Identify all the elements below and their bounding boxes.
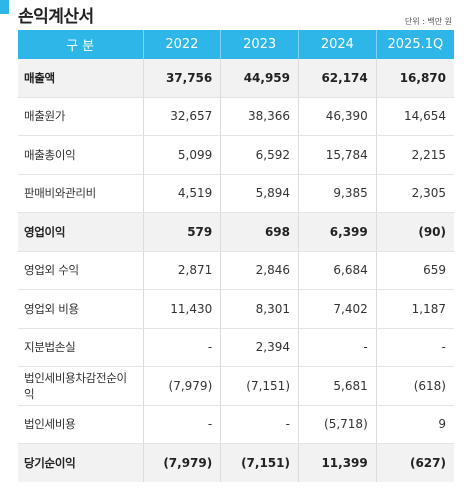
table-cell: 698 <box>220 212 299 252</box>
title-accent-bar <box>0 0 9 14</box>
table-cell: 6,684 <box>298 251 377 290</box>
table-cell: (618) <box>375 366 454 406</box>
table-cell: 14,654 <box>375 97 454 136</box>
page-title: 손익계산서 <box>18 7 94 27</box>
table-row: 매출총이익 5,099 6,592 15,784 2,215 <box>18 135 454 175</box>
column-header-2025-1q: 2025.1Q <box>375 30 454 59</box>
table-row: 매출액 37,756 44,959 62,174 16,870 <box>18 59 454 98</box>
table-cell: 38,366 <box>220 97 299 136</box>
table-cell: (90) <box>375 212 454 252</box>
table-cell: (7,979) <box>142 366 221 406</box>
table-cell: 1,187 <box>375 289 454 329</box>
table-cell: - <box>375 328 454 367</box>
table-row: 매출원가 32,657 38,366 46,390 14,654 <box>18 97 454 136</box>
row-label: 지분법손실 <box>18 328 143 367</box>
column-header-category: 구 분 <box>18 30 143 59</box>
table-row: 지분법손실 -2,394- - <box>18 328 454 367</box>
column-header-2024: 2024 <box>298 30 377 59</box>
table-cell: 6,399 <box>298 212 377 252</box>
table-cell: 579 <box>142 212 221 252</box>
table-cell: 2,871 <box>142 251 221 290</box>
table-cell: 15,784 <box>298 135 377 175</box>
table-row: 법인세비용차감전순이익 (7,979) (7,151) 5,681 (618) <box>18 366 454 406</box>
table-cell: - <box>142 405 221 444</box>
table-cell: 62,174 <box>298 59 377 98</box>
table-row: 영업이익 579 698 6,399 (90) <box>18 212 454 252</box>
row-label: 영업외 비용 <box>18 289 143 329</box>
table-row: 영업외 비용 11,430 8,301 7,402 1,187 <box>18 289 454 329</box>
table-cell: 4,519 <box>142 174 221 213</box>
table-cell: (5,718) <box>298 405 377 444</box>
table-cell: 6,592 <box>220 135 299 175</box>
table-cell: (7,979) <box>142 443 221 482</box>
table-cell: 46,390 <box>298 97 377 136</box>
table-cell: 11,430 <box>142 289 221 329</box>
row-label: 당기순이익 <box>18 443 143 482</box>
table-cell: 8,301 <box>220 289 299 329</box>
row-label: 영업외 수익 <box>18 251 143 290</box>
row-label: 법인세비용 <box>18 405 143 444</box>
table-cell: 44,959 <box>220 59 299 98</box>
table-cell: 2,215 <box>375 135 454 175</box>
table-cell: 2,846 <box>220 251 299 290</box>
table-cell: 11,399 <box>298 443 377 482</box>
table-cell: - <box>220 405 299 444</box>
table-cell: 32,657 <box>142 97 221 136</box>
table-row: 당기순이익 (7,979) (7,151) 11,399 (627) <box>18 443 454 482</box>
table-cell: 2,305 <box>375 174 454 213</box>
table-cell: 9,385 <box>298 174 377 213</box>
unit-label: 단위 : 백만 원 <box>404 17 452 26</box>
row-label: 매출총이익 <box>18 135 143 175</box>
table-cell: 7,402 <box>298 289 377 329</box>
row-label: 판매비와관리비 <box>18 174 143 213</box>
table-cell: - <box>298 328 377 367</box>
table-cell: 16,870 <box>375 59 454 98</box>
table-cell: (627) <box>375 443 454 482</box>
row-label: 법인세비용차감전순이익 <box>18 366 143 406</box>
table-cell: 2,394 <box>220 328 299 367</box>
table-header-row: 구 분 2022 2023 2024 2025.1Q <box>18 30 454 59</box>
column-header-2023: 2023 <box>220 30 299 59</box>
income-statement-table: 구 분 2022 2023 2024 2025.1Q 매출액 37,756 44,9… <box>18 30 454 482</box>
table-cell: (7,151) <box>220 443 299 482</box>
table-row: 영업외 수익 2,871 2,846 6,684 659 <box>18 251 454 290</box>
row-label: 영업이익 <box>18 212 143 252</box>
table-cell: 9 <box>375 405 454 444</box>
table-cell: 37,756 <box>142 59 221 98</box>
row-label: 매출원가 <box>18 97 143 136</box>
table-cell: 659 <box>375 251 454 290</box>
table-cell: 5,099 <box>142 135 221 175</box>
table-cell: 5,894 <box>220 174 299 213</box>
table-cell: (7,151) <box>220 366 299 406</box>
table-cell: 5,681 <box>298 366 377 406</box>
column-header-2022: 2022 <box>142 30 221 59</box>
row-label: 매출액 <box>18 59 143 98</box>
table-row: 법인세비용 - - (5,718) 9 <box>18 405 454 444</box>
table-cell: - <box>142 328 221 367</box>
table-row: 판매비와관리비 4,519 5,894 9,385 2,305 <box>18 174 454 213</box>
